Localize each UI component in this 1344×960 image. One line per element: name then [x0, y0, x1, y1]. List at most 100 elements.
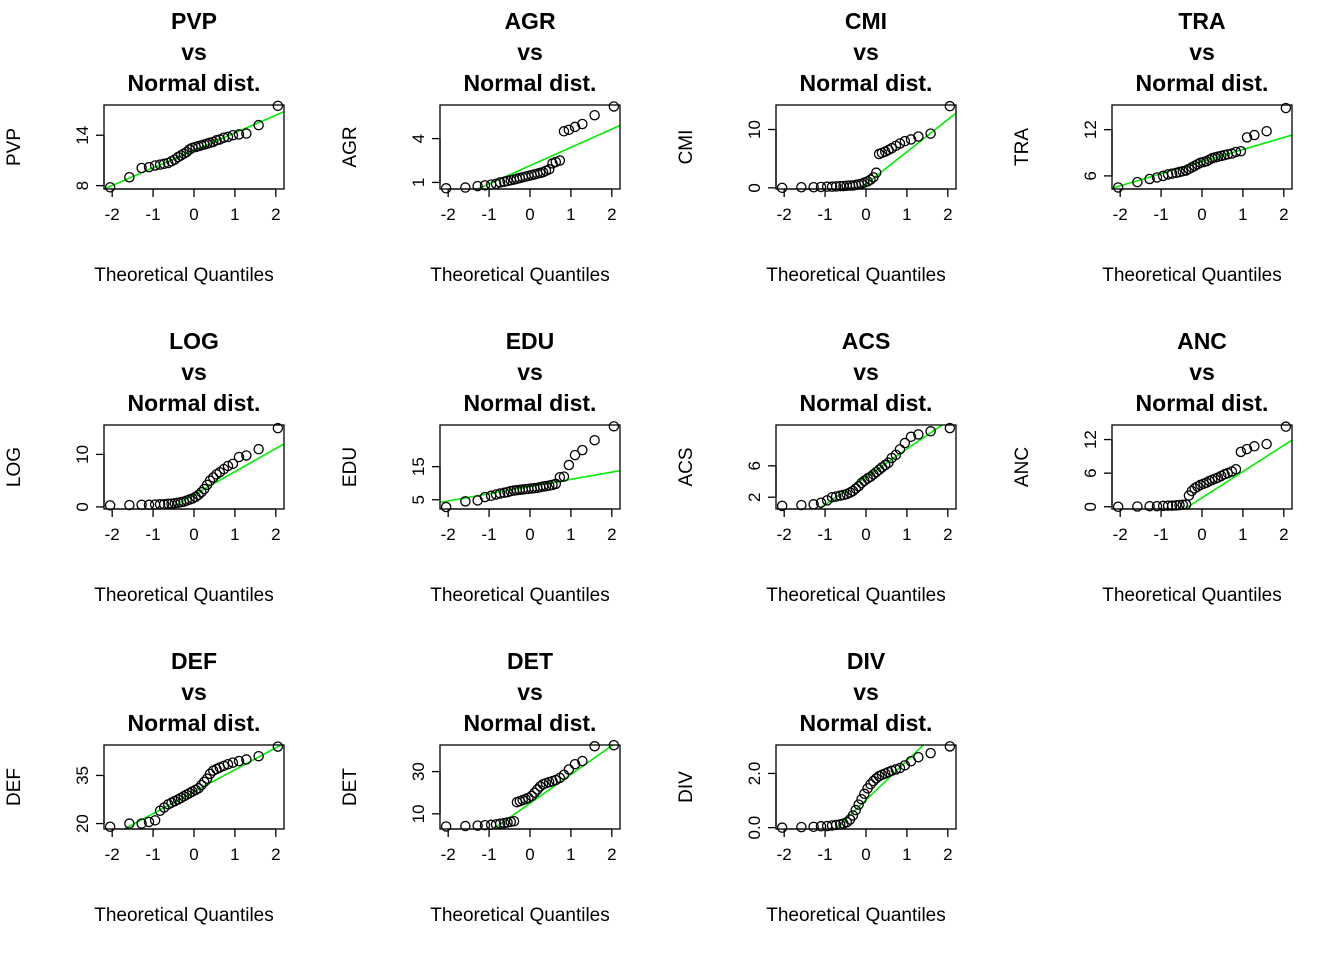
x-axis-label: Theoretical Quantiles	[94, 905, 274, 926]
data-point	[944, 741, 956, 752]
y-axis-label: ANC	[1012, 447, 1033, 487]
data-point	[222, 460, 234, 472]
data-point	[841, 816, 853, 828]
panel-title-line: Normal dist.	[800, 70, 933, 96]
qq-panel-acs: ACS vs Normal dist. -2 -1 0 1 2 2 6 Theoretical Qu…	[676, 328, 957, 606]
data-point	[558, 471, 570, 482]
data-point	[826, 491, 838, 503]
data-point	[569, 449, 581, 461]
data-point	[589, 741, 600, 752]
data-point	[554, 155, 566, 166]
y-axis-label: DIV	[676, 771, 697, 803]
data-point	[523, 792, 534, 804]
panel-title-line: vs	[181, 679, 207, 705]
x-tick-label: -2	[441, 205, 456, 224]
data-point	[577, 118, 588, 130]
data-point	[608, 101, 620, 112]
data-point	[1144, 500, 1155, 512]
x-tick-label: 1	[230, 845, 239, 864]
data-point	[198, 776, 210, 788]
data-point	[241, 754, 252, 765]
data-point	[830, 491, 842, 502]
x-tick-label: 0	[861, 205, 870, 224]
data-point	[104, 821, 116, 833]
y-tick-label: 0	[1081, 502, 1100, 511]
x-tick-label: -1	[146, 205, 161, 224]
data-point	[227, 129, 239, 141]
data-point	[925, 747, 936, 759]
data-point	[808, 821, 819, 833]
panel-title-line: Normal dist.	[128, 390, 261, 416]
data-point	[1261, 438, 1272, 450]
x-tick-label: 2	[1279, 205, 1288, 224]
data-point	[859, 788, 870, 800]
x-tick-label: -1	[482, 525, 497, 544]
data-point	[233, 129, 245, 140]
data-point	[577, 755, 588, 767]
data-point	[227, 458, 239, 470]
data-point	[608, 421, 620, 432]
y-axis-label: ACS	[676, 447, 697, 486]
data-point	[241, 128, 252, 139]
qq-panel-edu: EDU vs Normal dist. -2 -1 0 1 2 5 15 Theoretical Q…	[340, 328, 621, 606]
data-point	[796, 821, 807, 833]
data-point	[894, 138, 906, 149]
data-point	[440, 183, 452, 194]
data-point	[479, 491, 491, 503]
data-point	[241, 450, 252, 461]
data-point	[196, 779, 207, 791]
data-point	[526, 790, 537, 802]
data-point	[175, 150, 187, 161]
panel-title-line: Normal dist.	[464, 710, 597, 736]
data-point	[178, 791, 190, 802]
data-point	[143, 161, 155, 173]
data-point	[1132, 501, 1143, 512]
data-point	[1112, 501, 1124, 513]
data-point	[253, 119, 264, 131]
x-tick-label: 1	[902, 205, 911, 224]
data-point	[158, 158, 170, 170]
x-axis-label: Theoretical Quantiles	[766, 265, 946, 286]
data-point	[815, 821, 827, 832]
plot-frame	[439, 744, 621, 830]
plot-frame	[1111, 104, 1293, 190]
data-point	[532, 784, 543, 795]
panel-title-line: Normal dist.	[464, 70, 597, 96]
data-point	[870, 773, 882, 784]
data-point	[569, 121, 581, 133]
x-tick-label: 2	[1279, 525, 1288, 544]
data-point	[1235, 446, 1247, 458]
data-point	[1174, 499, 1185, 511]
data-point	[494, 177, 506, 188]
y-tick-label: 0	[73, 502, 92, 511]
plot-frame	[439, 424, 621, 510]
data-point	[776, 182, 788, 194]
data-point	[460, 496, 471, 507]
x-tick-label: -2	[777, 845, 792, 864]
x-axis-label: Theoretical Quantiles	[1102, 585, 1282, 606]
x-tick-label: -2	[1113, 205, 1128, 224]
data-point	[1230, 463, 1242, 475]
data-point	[193, 783, 204, 794]
panel-title-line: vs	[853, 359, 879, 385]
data-point	[534, 781, 546, 792]
plot-frame	[775, 104, 957, 190]
data-point	[440, 501, 452, 513]
data-point	[1192, 481, 1203, 492]
panel-title-line: vs	[1189, 359, 1215, 385]
data-point	[563, 124, 575, 136]
y-axis-label: LOG	[4, 447, 25, 487]
data-point	[272, 422, 284, 434]
x-tick-label: 0	[189, 525, 198, 544]
x-tick-label: -1	[1154, 205, 1169, 224]
data-point	[850, 804, 862, 816]
x-axis-label: Theoretical Quantiles	[94, 265, 274, 286]
data-point	[1241, 443, 1253, 455]
x-tick-label: -2	[105, 525, 120, 544]
panel-title-line: Normal dist.	[1136, 390, 1269, 416]
data-point	[222, 131, 234, 143]
x-tick-label: -2	[777, 205, 792, 224]
reference-line	[492, 745, 615, 829]
panel-title-line: DET	[507, 648, 553, 674]
